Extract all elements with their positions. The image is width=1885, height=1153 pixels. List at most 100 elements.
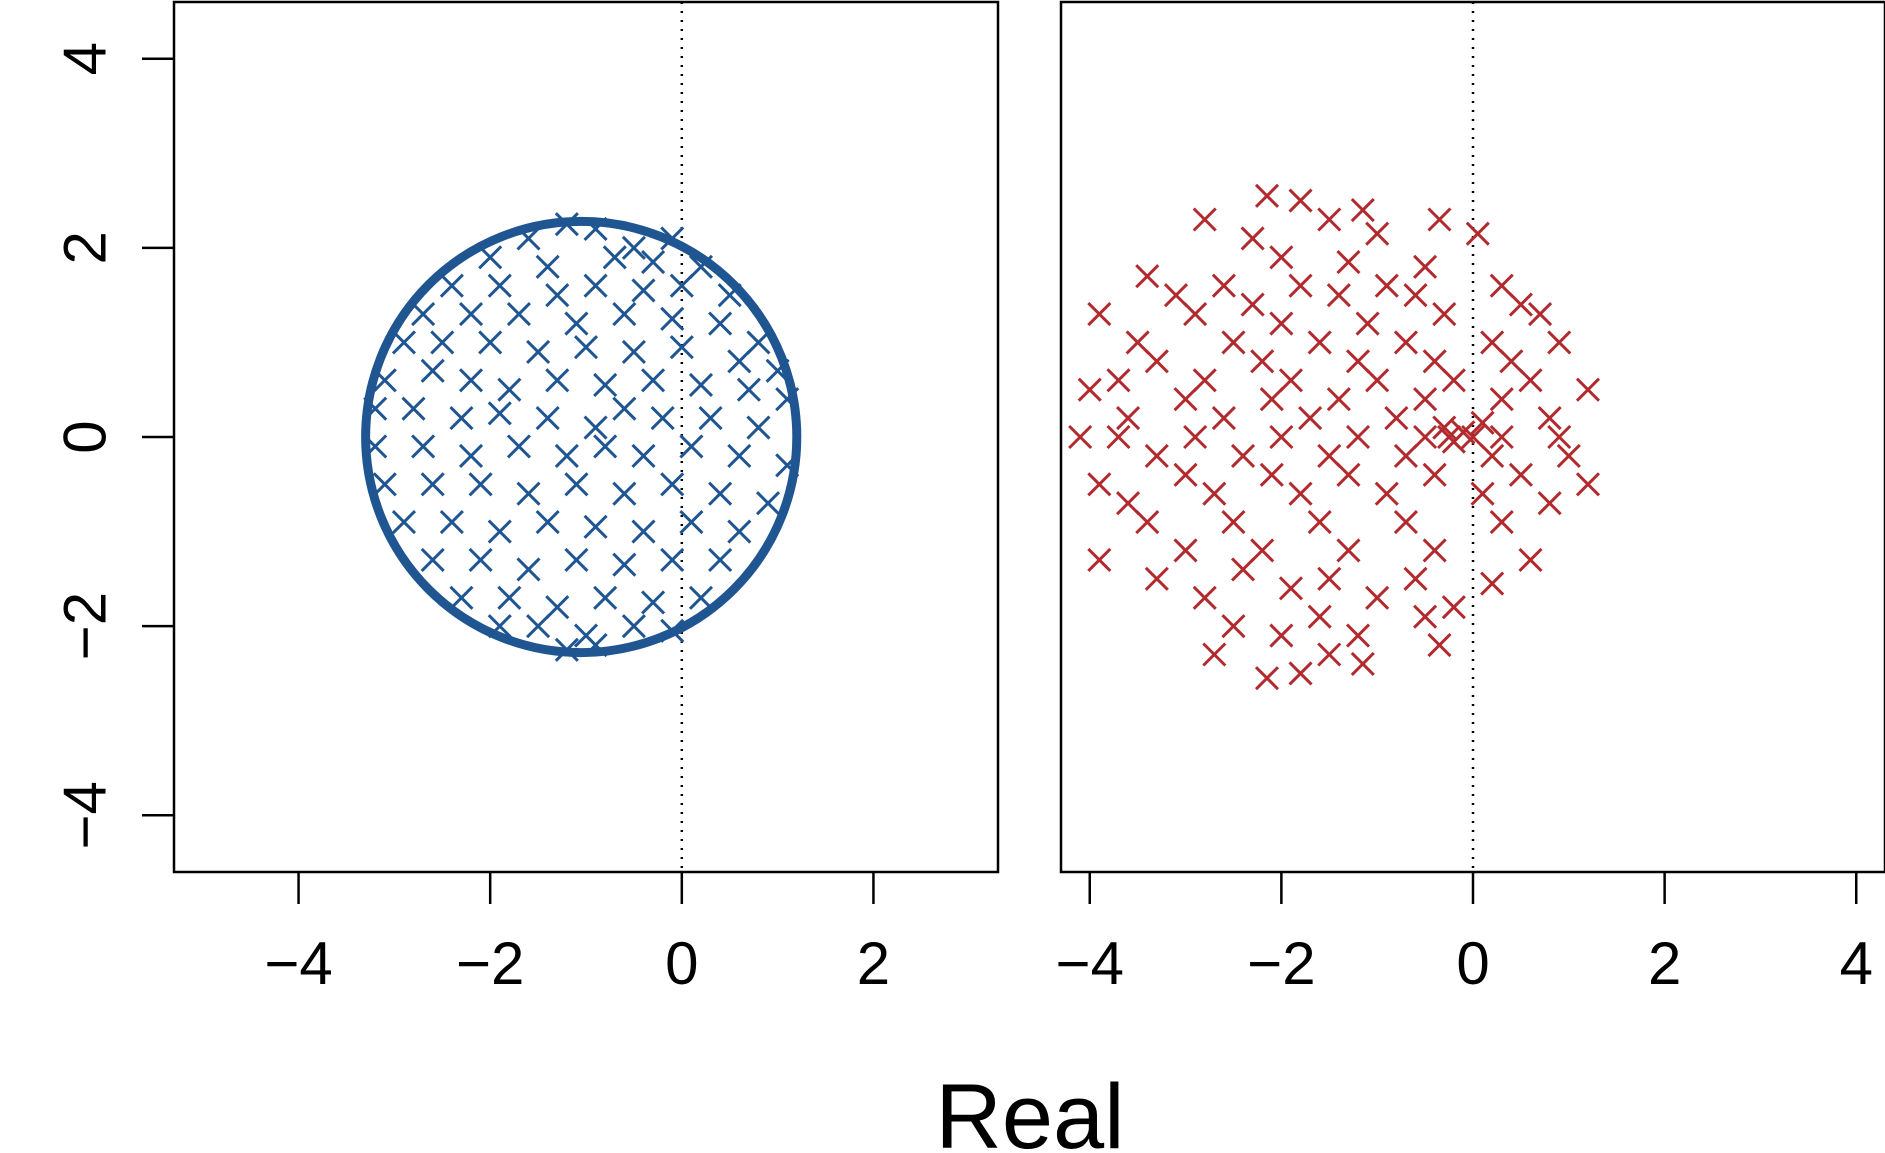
left-point-marker bbox=[708, 311, 733, 336]
left-point-marker bbox=[516, 557, 541, 582]
right-point-marker bbox=[1480, 571, 1505, 596]
right-point-marker bbox=[1087, 472, 1112, 497]
left-point-marker bbox=[621, 235, 646, 260]
right-point-marker bbox=[1116, 491, 1141, 516]
left-x-tick-label: 0 bbox=[665, 930, 698, 997]
right-point-marker bbox=[1518, 368, 1543, 393]
right-point-marker bbox=[1345, 349, 1371, 374]
left-point-marker bbox=[583, 273, 608, 298]
left-point-marker bbox=[439, 273, 464, 298]
left-point-marker bbox=[487, 519, 512, 544]
right-point-marker bbox=[1403, 566, 1428, 591]
left-point-marker bbox=[669, 273, 694, 298]
left-point-marker bbox=[468, 547, 493, 572]
right-point-marker bbox=[1202, 481, 1227, 506]
right-point-marker bbox=[1259, 462, 1284, 487]
left-point-marker bbox=[526, 614, 551, 639]
right-point-marker bbox=[1269, 245, 1294, 270]
right-point-marker bbox=[1125, 330, 1150, 355]
right-point-marker bbox=[1365, 585, 1390, 610]
right-point-marker bbox=[1355, 311, 1380, 336]
right-point-marker bbox=[1422, 462, 1447, 487]
left-point-marker bbox=[420, 472, 445, 497]
right-x-tick-label: 4 bbox=[1840, 930, 1873, 997]
right-point-marker bbox=[1307, 330, 1332, 355]
right-point-marker bbox=[1317, 642, 1342, 667]
right-point-marker bbox=[1508, 292, 1533, 317]
right-point-marker bbox=[1374, 273, 1399, 298]
left-point-marker bbox=[545, 595, 570, 620]
right-point-marker bbox=[1489, 510, 1514, 535]
left-point-marker bbox=[564, 311, 589, 336]
right-point-marker bbox=[1427, 207, 1452, 232]
left-point-marker bbox=[439, 510, 464, 535]
left-y-tick-label: −2 bbox=[52, 592, 119, 660]
left-point-marker bbox=[669, 335, 694, 360]
right-point-marker bbox=[1068, 424, 1093, 450]
right-point-marker bbox=[1221, 614, 1246, 639]
right-point-marker bbox=[1489, 424, 1514, 450]
right-point-marker bbox=[1317, 443, 1342, 468]
right-point-marker bbox=[1460, 424, 1486, 450]
right-point-marker bbox=[1537, 406, 1562, 431]
left-point-marker bbox=[487, 273, 512, 298]
right-point-marker bbox=[1173, 387, 1198, 412]
left-point-marker bbox=[660, 306, 685, 331]
right-point-marker bbox=[1254, 666, 1280, 691]
left-point-marker bbox=[698, 406, 723, 431]
right-point-marker bbox=[1480, 443, 1505, 468]
right-point-marker bbox=[1465, 221, 1490, 246]
right-point-marker bbox=[1288, 273, 1313, 298]
left-point-marker bbox=[478, 330, 503, 355]
right-x-axis: −4 −2 0 2 4 bbox=[1056, 872, 1873, 997]
left-point-marker bbox=[391, 510, 417, 535]
left-point-marker bbox=[449, 406, 474, 431]
left-y-tick-label: 0 bbox=[52, 420, 119, 453]
right-point-marker bbox=[1278, 368, 1304, 393]
right-point-marker bbox=[1575, 377, 1601, 402]
left-y-tick-label: 2 bbox=[52, 231, 119, 264]
left-point-marker bbox=[458, 368, 484, 393]
right-point-marker bbox=[1393, 443, 1418, 468]
left-point-marker bbox=[535, 510, 560, 535]
right-point-marker bbox=[1269, 424, 1294, 450]
right-point-marker bbox=[1350, 651, 1375, 677]
right-x-tick-label: 2 bbox=[1648, 930, 1681, 997]
right-point-marker bbox=[1432, 302, 1457, 327]
left-x-tick-label: −2 bbox=[456, 930, 524, 997]
left-y-tick-label: −4 bbox=[52, 781, 119, 849]
left-y-tick-label: 4 bbox=[52, 42, 119, 75]
right-point-marker bbox=[1365, 221, 1390, 246]
left-point-marker bbox=[516, 481, 541, 506]
left-x-axis: −4 −2 0 2 bbox=[264, 872, 890, 997]
right-point-marker bbox=[1269, 623, 1294, 648]
right-x-tick-label: 0 bbox=[1456, 930, 1489, 997]
left-point-marker bbox=[679, 434, 704, 459]
left-point-marker bbox=[468, 472, 493, 497]
left-point-marker bbox=[535, 254, 560, 279]
left-point-marker bbox=[631, 519, 656, 544]
right-point-marker bbox=[1087, 547, 1112, 572]
right-point-marker bbox=[1317, 207, 1342, 232]
right-point-marker bbox=[1106, 368, 1131, 393]
right-point-marker bbox=[1345, 424, 1371, 450]
left-point-marker bbox=[602, 245, 627, 270]
right-point-marker bbox=[1413, 424, 1438, 450]
left-point-marker bbox=[497, 585, 522, 610]
left-point-marker bbox=[545, 283, 570, 308]
right-point-marker bbox=[1288, 661, 1313, 686]
right-point-marker bbox=[1211, 273, 1236, 298]
right-point-marker bbox=[1365, 368, 1390, 393]
left-x-tick-label: −4 bbox=[264, 930, 332, 997]
right-point-marker bbox=[1317, 566, 1342, 591]
right-point-marker bbox=[1393, 330, 1418, 355]
right-point-marker bbox=[1211, 406, 1236, 431]
right-point-marker bbox=[1298, 406, 1323, 431]
left-point-marker bbox=[573, 335, 599, 360]
right-point-marker bbox=[1499, 349, 1524, 374]
left-point-marker bbox=[641, 368, 666, 393]
right-point-marker bbox=[1528, 302, 1553, 327]
right-point-marker bbox=[1518, 547, 1543, 572]
left-point-marker bbox=[736, 377, 761, 402]
right-point-marker bbox=[1230, 557, 1256, 582]
